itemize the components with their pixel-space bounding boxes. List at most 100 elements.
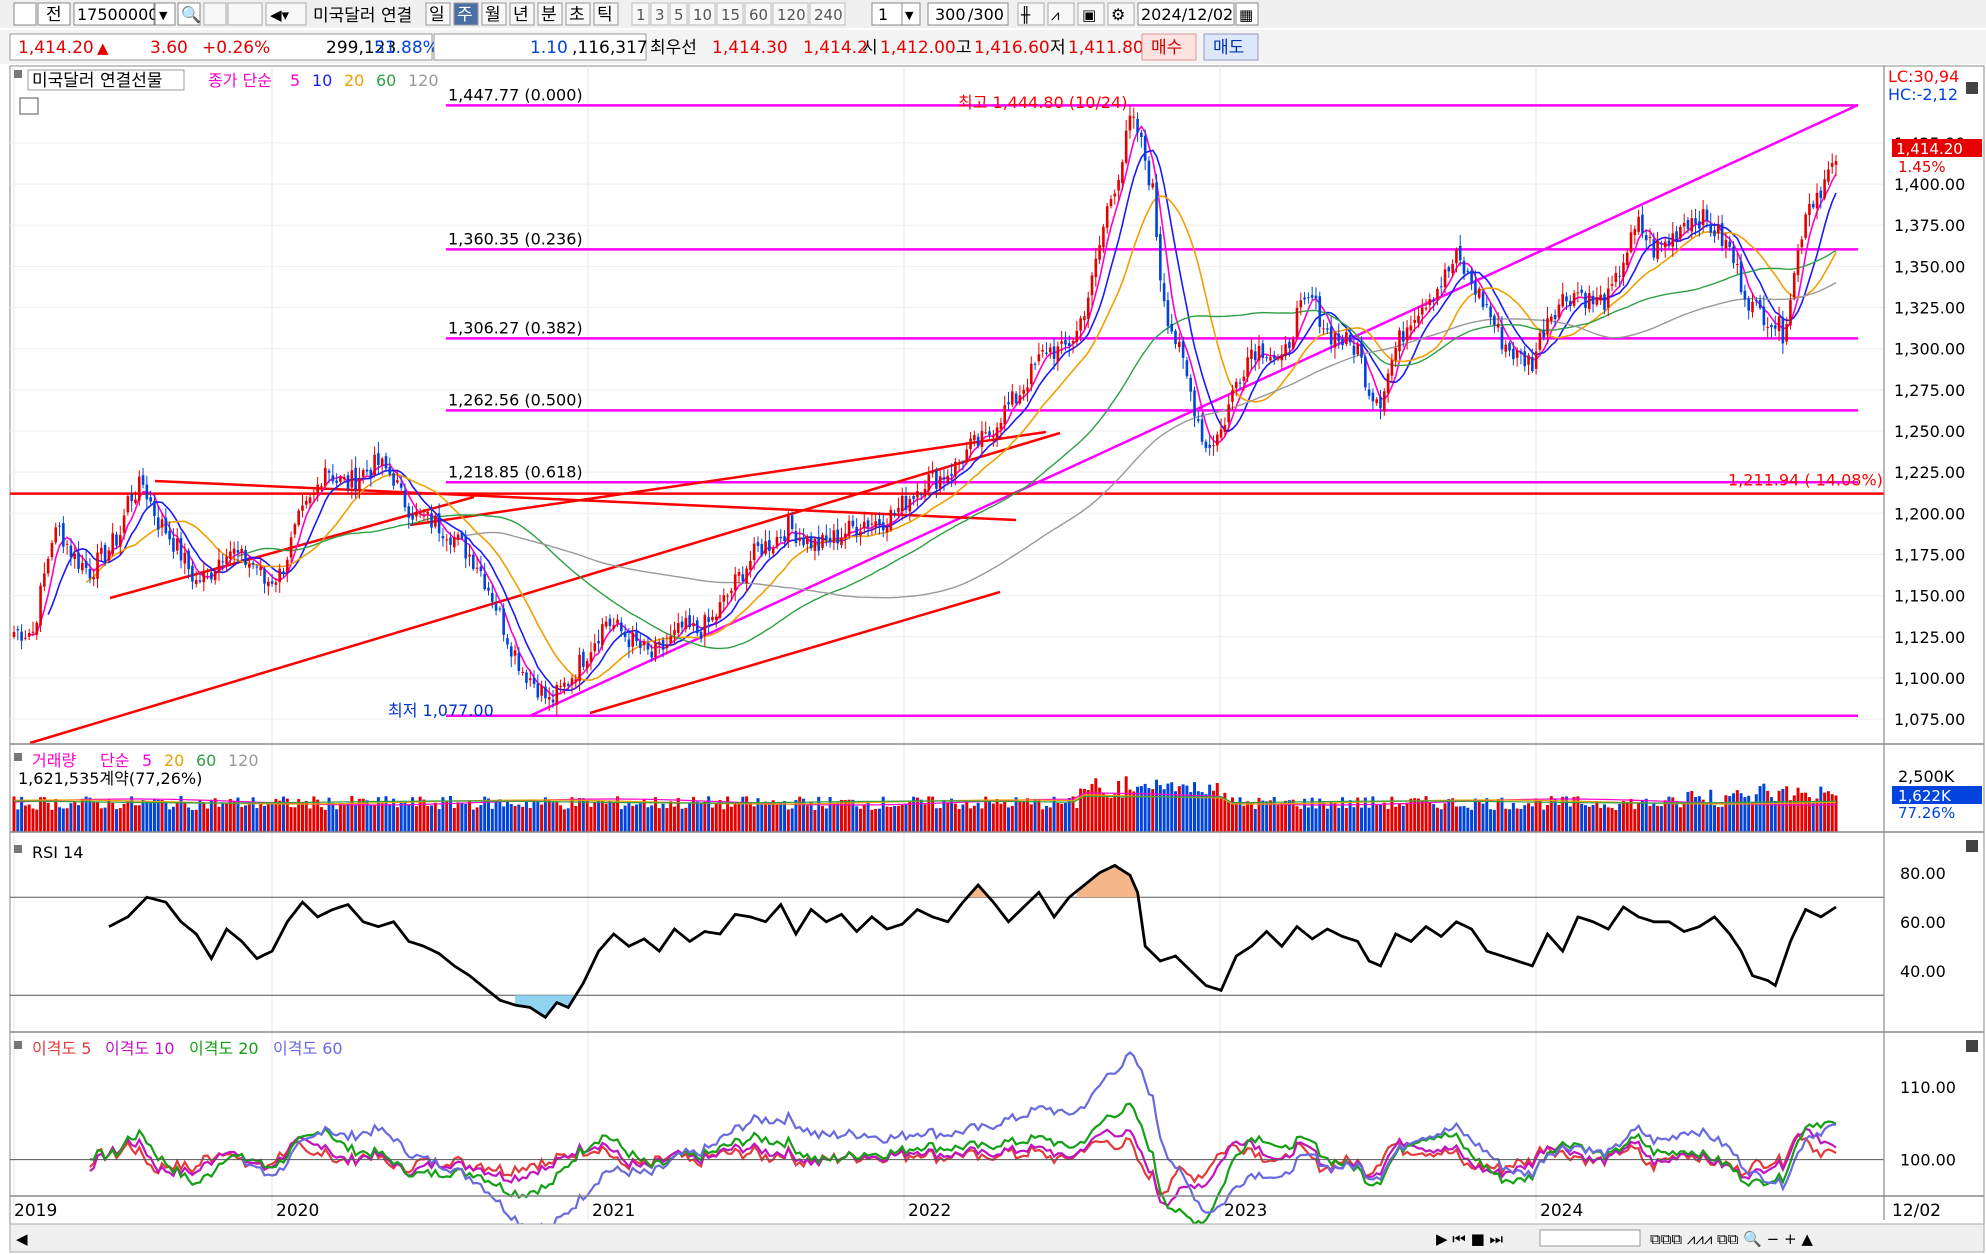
candle-body: [1136, 118, 1139, 133]
count-input[interactable]: [927, 2, 1009, 26]
volume-bar: [707, 796, 711, 832]
sell-button[interactable]: [1203, 33, 1259, 61]
axes: 1,425.001,400.001,375.001,350.001,325.00…: [10, 66, 1984, 1221]
candle-body: [145, 484, 149, 500]
high-value: 1,416.60: [974, 38, 1050, 58]
candle-body: [498, 608, 502, 610]
stepper-button[interactable]: [227, 2, 263, 26]
candle-body: [62, 523, 65, 547]
scroll-controls-icon[interactable]: ▶ ⏮ ■ ⏭: [1436, 1230, 1504, 1248]
candle-body: [954, 461, 957, 476]
candle-body: [1367, 389, 1371, 396]
volume-bar: [244, 805, 248, 832]
candle-body: [1622, 262, 1625, 277]
volume-bar: [817, 796, 821, 832]
volume-bar: [1371, 796, 1375, 832]
volume-bar: [354, 805, 358, 832]
volume-bar: [828, 797, 832, 832]
volume-bar: [965, 801, 969, 832]
volume-bar: [1724, 795, 1728, 832]
prev-button[interactable]: [37, 2, 71, 26]
candle-body: [126, 496, 130, 513]
candle-body: [1307, 297, 1310, 299]
save-button[interactable]: [1077, 2, 1105, 26]
candle-body: [422, 515, 426, 517]
code-link-button[interactable]: [203, 2, 227, 26]
candle-body: [555, 685, 559, 706]
volume-bar: [1287, 800, 1291, 832]
volume-bar: [274, 798, 278, 832]
volume-bar: [1682, 802, 1686, 832]
disparity-legend-item: 이격도 5: [32, 1039, 91, 1058]
volume-bar: [1542, 809, 1546, 832]
interval-dropdown[interactable]: [901, 2, 921, 26]
volume-bar: [380, 802, 384, 832]
volume-bar: [456, 802, 460, 832]
scrollbar[interactable]: [9, 1223, 1985, 1253]
candle-body: [460, 532, 464, 539]
volume-bar: [821, 806, 825, 832]
candle-body: [1474, 281, 1477, 295]
volume-bar: [729, 806, 733, 832]
volume-bar: [1515, 808, 1519, 832]
candle-body: [1694, 218, 1697, 224]
volume-bar: [1314, 808, 1318, 832]
candle-body: [749, 560, 752, 570]
search-button[interactable]: [177, 2, 201, 26]
calendar-button[interactable]: [1235, 2, 1259, 26]
candle-body: [1709, 223, 1713, 233]
candle-body: [935, 470, 938, 489]
volume-bar: [676, 797, 680, 832]
volume-bar: [221, 802, 225, 832]
candle-body: [179, 537, 183, 561]
volume-bar: [1458, 806, 1462, 832]
candle-body: [1819, 190, 1823, 199]
candle-body: [1060, 341, 1063, 344]
candle-body: [202, 570, 206, 583]
volume-bar: [1781, 788, 1785, 832]
candle-body: [1242, 376, 1246, 381]
hc-label: HC:-2,12: [1888, 85, 1958, 104]
candle-body: [1652, 239, 1656, 258]
layout-icon[interactable]: [13, 2, 37, 26]
code-dropdown-button[interactable]: [154, 2, 176, 26]
indicator-button[interactable]: [1047, 2, 1075, 26]
volume-bar: [1120, 797, 1124, 832]
volume-bar: [597, 800, 601, 832]
candle-body: [597, 640, 600, 644]
chart-type-button[interactable]: [1017, 2, 1045, 26]
candle-body: [27, 633, 31, 637]
candle-body: [771, 548, 775, 554]
code-input[interactable]: [73, 2, 155, 26]
volume-bar: [1489, 809, 1493, 832]
tool-icons[interactable]: ⧉⧉⧉ ⩘⩘⩘ ⧉⧉ 🔍 − + ▲: [1650, 1229, 1813, 1248]
volume-bar: [145, 801, 149, 832]
volume-bar: [1508, 809, 1512, 832]
scroll-left-button[interactable]: ◀: [16, 1230, 28, 1248]
volume-bar: [20, 796, 24, 832]
volume-bar: [980, 808, 984, 832]
candle-body: [1538, 332, 1542, 350]
zoom-slider[interactable]: [1539, 1229, 1641, 1247]
candle-body: [752, 543, 756, 561]
buy-button[interactable]: [1141, 33, 1197, 61]
candle-body: [1667, 240, 1671, 246]
volume-bar: [1075, 807, 1079, 832]
ma-line: [465, 281, 1837, 599]
volume-bar: [1477, 801, 1481, 832]
candle-body: [445, 539, 449, 541]
candle-body: [1481, 291, 1485, 307]
candle-body: [760, 544, 764, 556]
candle-body: [1105, 206, 1109, 228]
candle-body: [821, 534, 824, 548]
pane-close-icon: [1966, 840, 1978, 852]
volume-bar: [843, 800, 847, 832]
sound-button[interactable]: [265, 2, 307, 26]
minute-label: 120: [777, 6, 806, 24]
price-pane: 1,447.77 (0.000) 1,360.35 (0.236) 1,306.27…: [10, 85, 1884, 745]
date-input[interactable]: [1137, 2, 1235, 26]
volume-bar: [1268, 800, 1272, 832]
volume-bar: [126, 800, 130, 832]
settings-button[interactable]: [1107, 2, 1135, 26]
volume-bar: [638, 803, 642, 832]
